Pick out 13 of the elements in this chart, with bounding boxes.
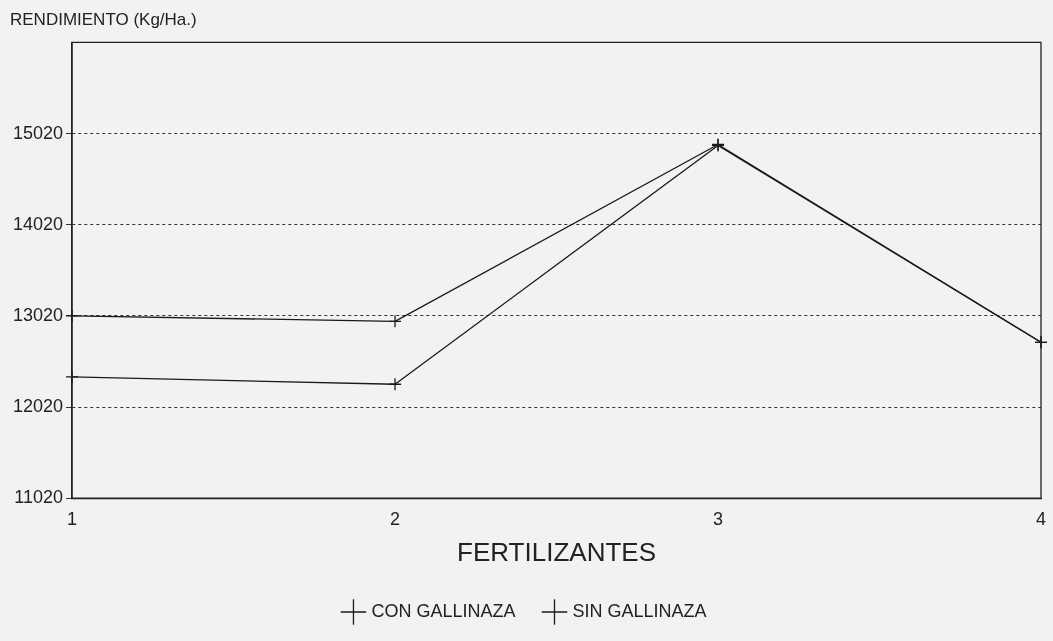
y-tick-label: 15020 bbox=[12, 122, 64, 143]
x-axis-title: FERTILIZANTES bbox=[457, 536, 656, 567]
x-tick-label: 4 bbox=[1035, 508, 1047, 529]
legend-label: CON GALLINAZA bbox=[371, 600, 516, 621]
legend-label: SIN GALLINAZA bbox=[572, 600, 707, 621]
y-tick-label: 12020 bbox=[12, 396, 64, 417]
y-tick-label: 14020 bbox=[12, 213, 64, 234]
y-axis-title: RENDIMIENTO (Kg/Ha.) bbox=[10, 9, 197, 29]
x-tick-label: 3 bbox=[713, 508, 724, 529]
y-tick-label: 13020 bbox=[12, 304, 64, 325]
x-tick-label: 1 bbox=[67, 508, 78, 529]
y-tick-label: 11020 bbox=[14, 487, 64, 508]
x-tick-label: 2 bbox=[390, 508, 401, 529]
